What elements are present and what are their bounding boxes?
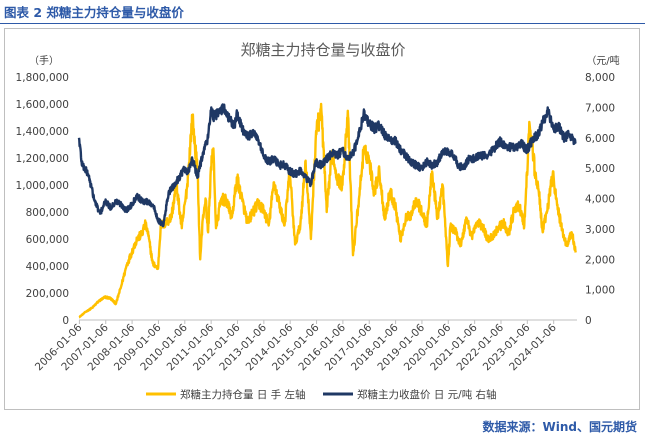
left-tick-label: 400,000 (26, 261, 69, 273)
left-tick-label: 200,000 (26, 288, 69, 300)
right-tick-label: 0 (585, 315, 592, 327)
right-tick-label: 3,000 (585, 224, 615, 236)
left-tick-label: 600,000 (26, 234, 69, 246)
legend-label-position: 郑糖主力持仓量 日 手 左轴 (180, 388, 306, 401)
right-axis-ticks: 0 1,000 2,000 3,000 4,000 5,000 6,000 7,000 8,00… (585, 72, 615, 327)
figure-title-rule (0, 23, 645, 24)
left-tick-label: 1,200,000 (16, 153, 69, 165)
right-tick-label: 2,000 (585, 254, 615, 266)
figure-label: 图表 2 郑糖主力持仓量与收盘价 (4, 5, 184, 20)
right-tick-label: 5,000 (585, 163, 615, 175)
legend-label-price: 郑糖主力收盘价 日 元/吨 右轴 (357, 388, 497, 401)
left-axis-unit: （手） (29, 54, 59, 67)
chart-title: 郑糖主力持仓量与收盘价 (240, 41, 405, 59)
x-axis-ticks: 2006-01-062007-01-062008-01-062009-01-06… (33, 320, 559, 373)
position-series-line (78, 102, 577, 319)
legend: 郑糖主力持仓量 日 手 左轴 郑糖主力收盘价 日 元/吨 右轴 (146, 388, 497, 401)
left-tick-label: 1,800,000 (16, 72, 69, 84)
right-tick-label: 8,000 (585, 72, 615, 84)
left-tick-label: 0 (62, 315, 69, 327)
right-tick-label: 4,000 (585, 194, 615, 206)
left-tick-label: 1,600,000 (16, 99, 69, 111)
series-layer (77, 102, 577, 319)
right-axis-unit: （元/吨 (586, 54, 619, 67)
left-tick-label: 800,000 (26, 207, 69, 219)
left-tick-label: 1,400,000 (16, 126, 69, 138)
left-tick-label: 1,000,000 (16, 180, 69, 192)
right-tick-label: 1,000 (585, 285, 615, 297)
right-tick-label: 6,000 (585, 133, 615, 145)
chart-frame (4, 28, 640, 410)
right-tick-label: 7,000 (585, 102, 615, 114)
data-source: 数据来源：Wind、国元期货 (482, 420, 637, 434)
left-axis-ticks: 0 200,000 400,000 600,000 800,000 1,000,000 1,… (16, 72, 69, 327)
price-series-line (77, 103, 577, 228)
